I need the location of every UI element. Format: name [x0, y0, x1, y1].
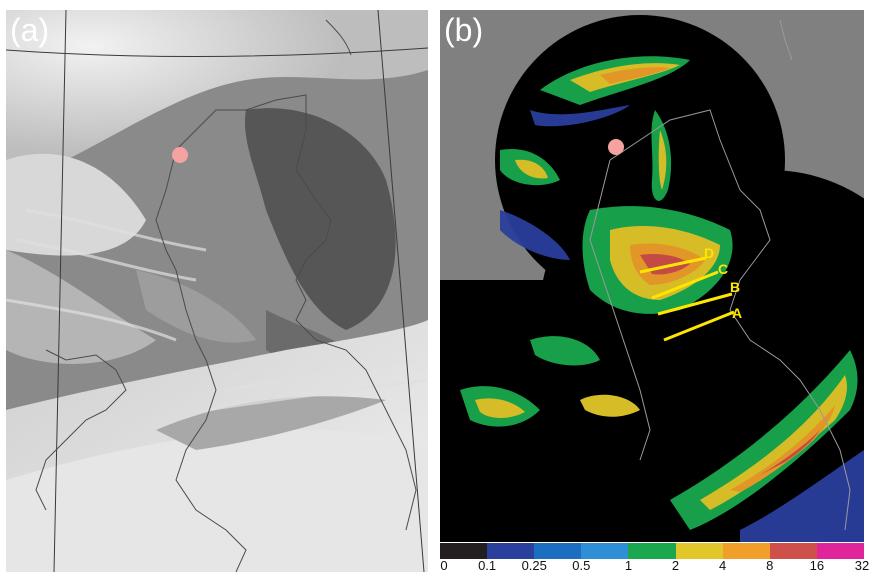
- colorbar-swatch: [769, 543, 817, 559]
- colorbar-swatch: [628, 543, 676, 559]
- colorbar-tick-label: 8: [766, 558, 774, 573]
- colorbar: [440, 543, 864, 559]
- radar-panel: D C B A (b): [440, 10, 864, 542]
- transect-line-a: [663, 310, 735, 342]
- transect-label-c: C: [718, 261, 728, 277]
- colorbar-tick-label: 4: [719, 558, 727, 573]
- colorbar-ticks: 0 0.1 0.25 0.5 1 2 4 8 16 32: [440, 559, 870, 573]
- radar-image: D C B A: [440, 10, 864, 542]
- colorbar-tick-label: 2: [671, 558, 680, 573]
- transect-label-a: A: [732, 305, 742, 321]
- colorbar-tick-label: 0.25: [521, 558, 547, 573]
- transect-line-b: [657, 292, 733, 316]
- transect-label-b: B: [730, 279, 740, 295]
- colorbar-tick-label: 0: [440, 558, 448, 573]
- transect-line-c: [651, 270, 719, 300]
- satellite-panel: (a): [6, 10, 428, 572]
- colorbar-swatch: [816, 543, 864, 559]
- colorbar-tick-label: 16: [809, 558, 825, 573]
- colorbar-tick-label: 0.1: [478, 558, 497, 573]
- colorbar-tick-label: 0.5: [572, 558, 591, 573]
- colorbar-swatch: [675, 543, 723, 559]
- colorbar-swatch: [440, 543, 488, 559]
- colorbar-swatch: [722, 543, 770, 559]
- colorbar-tick-label: 1: [624, 558, 633, 573]
- colorbar-swatch: [534, 543, 582, 559]
- transect-line-d: [639, 256, 707, 274]
- colorbar-tick-label: 32: [854, 558, 870, 573]
- location-marker-b: [608, 139, 624, 155]
- location-marker-a: [172, 147, 188, 163]
- satellite-image: [6, 10, 428, 572]
- colorbar-swatch: [581, 543, 629, 559]
- panel-label-a: (a): [10, 12, 50, 48]
- panel-label-b: (b): [444, 12, 484, 48]
- colorbar-swatch: [487, 543, 535, 559]
- transect-label-d: D: [704, 245, 714, 261]
